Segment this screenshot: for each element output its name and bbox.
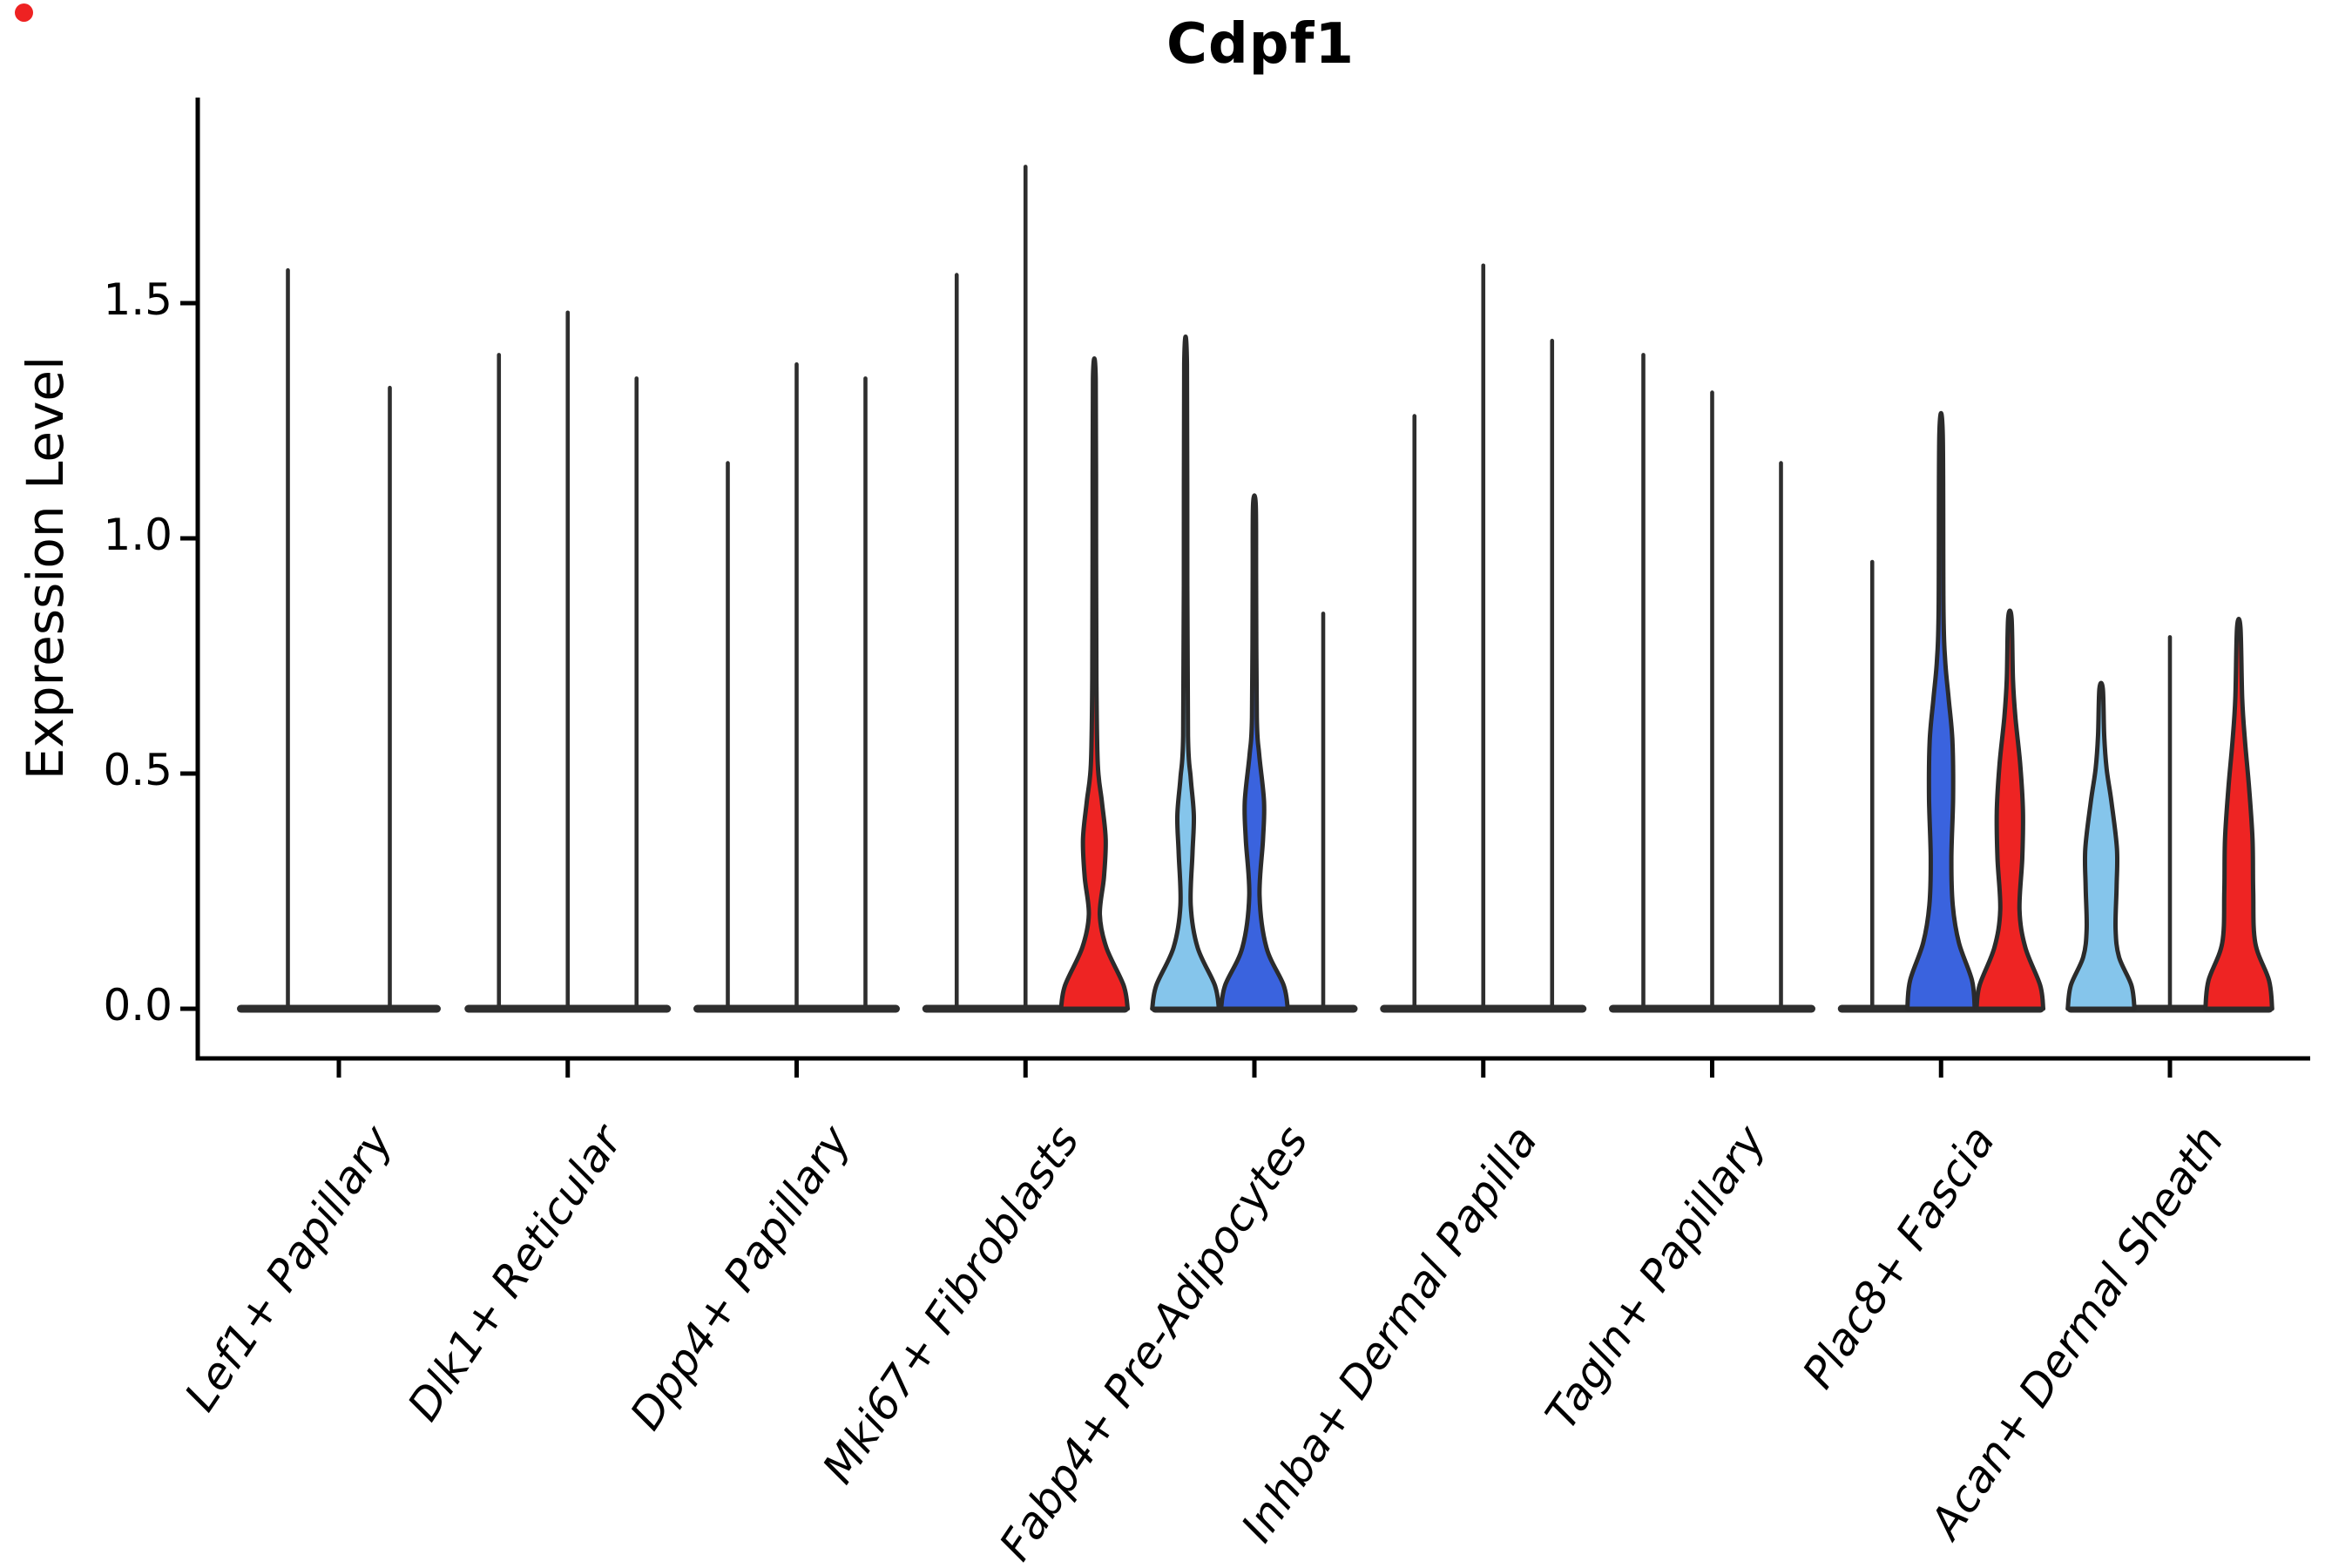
y-tick-label-0.5: 0.5 (103, 745, 172, 795)
violin-lightblue (2065, 680, 2137, 1011)
violin-red (1058, 355, 1131, 1011)
violin-red (1974, 608, 2046, 1011)
violin-blue (1219, 493, 1290, 1011)
y-tick-label-1.5: 1.5 (103, 274, 172, 325)
y-axis-label: Expression Level (16, 355, 75, 781)
recording-dot-indicator (15, 3, 33, 22)
violin-red (2203, 616, 2274, 1011)
violin-blue (1905, 411, 1977, 1011)
y-tick-label-1.0: 1.0 (103, 510, 172, 560)
y-tick-label-0.0: 0.0 (103, 980, 172, 1031)
chart-title: Cdpf1 (1166, 12, 1355, 77)
violin-base-bar (237, 1004, 441, 1013)
violin-lightblue (1150, 334, 1221, 1011)
